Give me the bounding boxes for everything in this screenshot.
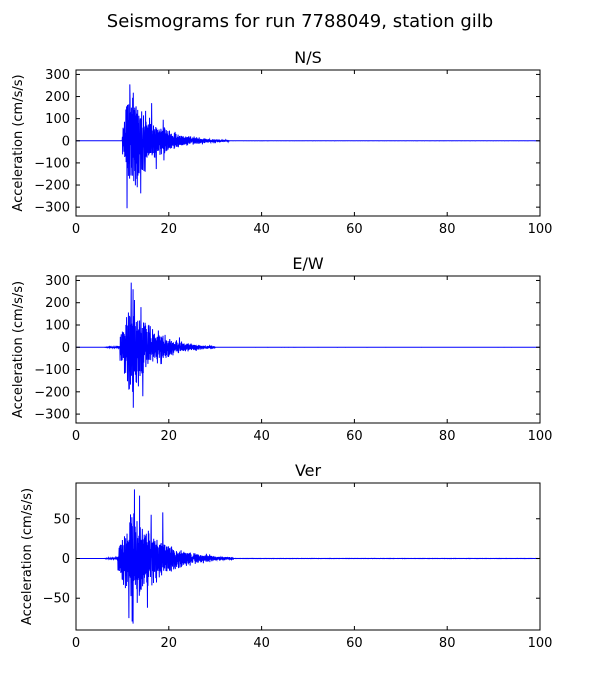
x-tick-label: 60 [346, 429, 363, 444]
y-tick-label: −50 [43, 592, 70, 607]
x-tick-label: 60 [346, 222, 363, 237]
y-tick-label: −100 [34, 156, 70, 171]
chart-title: Ver [295, 461, 322, 480]
y-tick-label: 0 [62, 134, 70, 149]
y-tick-label: −300 [34, 408, 70, 423]
x-tick-label: 60 [346, 636, 363, 651]
y-tick-label: 100 [45, 112, 70, 127]
x-tick-label: 0 [72, 429, 80, 444]
x-tick-label: 80 [439, 429, 456, 444]
x-tick-label: 40 [253, 222, 270, 237]
y-tick-label: 0 [62, 341, 70, 356]
y-tick-label: 300 [45, 68, 70, 83]
y-tick-label: −300 [34, 201, 70, 216]
y-tick-label: 0 [62, 552, 70, 567]
x-tick-label: 20 [161, 429, 178, 444]
x-tick-label: 40 [253, 429, 270, 444]
y-tick-label: 200 [45, 296, 70, 311]
figure-title: Seismograms for run 7788049, station gil… [106, 11, 494, 32]
y-tick-label: 100 [45, 319, 70, 334]
y-axis-label: Acceleration (cm/s/s) [11, 281, 26, 418]
chart-panel-3: Ver Acceleration (cm/s/s) 0 20 40 60 80 100 −50 0… [20, 461, 552, 651]
x-tick-label: 40 [253, 636, 270, 651]
y-tick-label: 300 [45, 274, 70, 289]
y-axis-label: Acceleration (cm/s/s) [20, 488, 35, 625]
x-tick-label: 20 [161, 222, 178, 237]
waveform-line [76, 282, 540, 408]
chart-panel-1: N/S Acceleration (cm/s/s) 0 20 40 60 80 100 −300… [11, 48, 552, 237]
x-tick-label: 100 [528, 222, 553, 237]
chart-title: E/W [292, 254, 324, 273]
y-axis-label: Acceleration (cm/s/s) [11, 74, 26, 211]
waveform-line [76, 489, 540, 624]
x-tick-label: 20 [161, 636, 178, 651]
x-tick-label: 80 [439, 636, 456, 651]
x-tick-label: 0 [72, 636, 80, 651]
waveform-line [76, 84, 540, 209]
y-tick-label: 200 [45, 90, 70, 105]
plot-frame [75, 69, 541, 217]
y-tick-label: −200 [34, 385, 70, 400]
plot-frame [75, 275, 541, 424]
plot-frame [75, 482, 541, 631]
y-tick-label: −200 [34, 179, 70, 194]
x-tick-label: 100 [528, 429, 553, 444]
chart-title: N/S [294, 48, 322, 67]
x-tick-label: 80 [439, 222, 456, 237]
x-tick-label: 100 [528, 636, 553, 651]
chart-panel-2: E/W Acceleration (cm/s/s) 0 20 40 60 80 100 −300… [11, 254, 552, 444]
x-tick-label: 0 [72, 222, 80, 237]
y-tick-label: 50 [53, 512, 70, 527]
y-tick-label: −100 [34, 363, 70, 378]
